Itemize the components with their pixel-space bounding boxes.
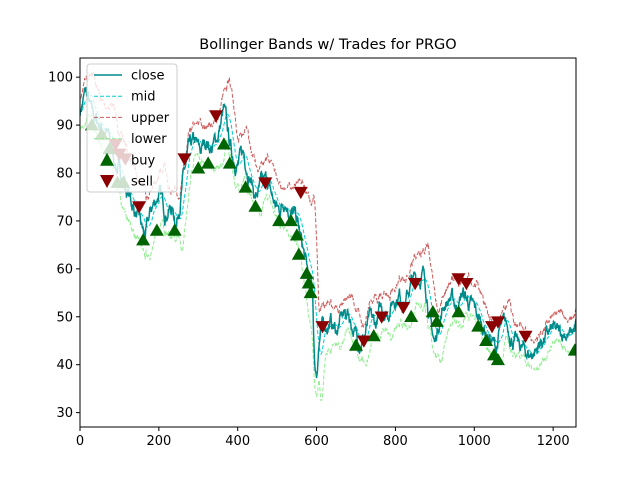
buy-marker: [149, 223, 164, 236]
sell-marker: [408, 277, 423, 291]
buy-marker: [451, 304, 466, 318]
y-tick-label: 50: [56, 310, 73, 325]
buy-marker: [291, 247, 306, 260]
sell-marker: [209, 110, 224, 123]
legend: close mid upper lower buy sell: [86, 63, 178, 193]
buy-marker: [366, 328, 381, 342]
sell-marker: [315, 321, 330, 334]
legend-sell-label: sell: [131, 175, 153, 190]
y-tick-label: 90: [56, 119, 73, 134]
x-tick-label: 600: [304, 434, 329, 449]
buy-marker: [167, 223, 182, 236]
buy-marker: [191, 161, 206, 174]
x-axis: 0 200 400 600 800 1000 1200: [76, 427, 570, 449]
buy-marker: [479, 333, 494, 346]
buy-marker: [299, 266, 314, 279]
buy-marker: [425, 304, 440, 318]
sell-marker: [293, 186, 308, 200]
y-tick-label: 30: [56, 406, 73, 421]
buy-marker: [136, 233, 151, 246]
sell-marker: [177, 153, 192, 166]
sell-marker: [356, 335, 371, 348]
buy-marker: [216, 137, 231, 150]
series-close-line: [80, 86, 576, 379]
buy-marker: [238, 180, 253, 193]
legend-buy-label: buy: [131, 153, 155, 168]
series-lower-line: [80, 113, 576, 401]
y-tick-label: 60: [56, 262, 73, 277]
buy-marker: [201, 156, 216, 169]
buy-marker: [303, 285, 318, 299]
y-axis: 30 40 50 60 70 80 90 100: [48, 71, 80, 421]
sell-marker: [374, 311, 389, 324]
legend-mid-label: mid: [131, 90, 156, 105]
buy-marker: [301, 276, 316, 289]
buy-marker: [567, 343, 576, 356]
sell-marker: [459, 277, 474, 291]
y-tick-label: 100: [48, 71, 73, 86]
buy-marker: [404, 309, 419, 323]
sell-marker: [258, 177, 273, 190]
sell-marker: [396, 301, 411, 315]
chart-title: Bollinger Bands w/ Trades for PRGO: [199, 37, 456, 53]
legend-close-label: close: [131, 69, 164, 84]
sell-marker: [490, 316, 505, 329]
y-tick-label: 80: [56, 167, 73, 182]
buy-marker: [283, 213, 298, 227]
buy-marker: [289, 228, 304, 241]
legend-buy-marker: [100, 152, 114, 166]
buy-marker: [348, 338, 363, 351]
y-tick-label: 70: [56, 214, 73, 229]
x-tick-label: 800: [383, 434, 408, 449]
x-tick-label: 1200: [537, 434, 570, 449]
buy-marker: [248, 199, 263, 212]
axes-frame: [79, 57, 577, 428]
legend-lower-label: lower: [131, 132, 167, 147]
buy-marker: [429, 314, 444, 327]
x-tick-label: 1000: [458, 434, 491, 449]
x-tick-label: 200: [146, 434, 171, 449]
y-tick-label: 40: [56, 358, 73, 373]
sell-marker: [518, 330, 533, 343]
legend-upper-label: upper: [131, 111, 170, 126]
x-tick-label: 400: [225, 434, 250, 449]
x-tick-label: 0: [76, 434, 84, 449]
legend-sell-marker: [100, 175, 114, 188]
buy-marker: [471, 319, 486, 332]
buy-marker: [222, 156, 237, 169]
buy-marker: [490, 352, 505, 366]
buy-marker: [272, 213, 287, 227]
sell-marker: [451, 273, 466, 286]
sell-marker: [132, 201, 147, 214]
